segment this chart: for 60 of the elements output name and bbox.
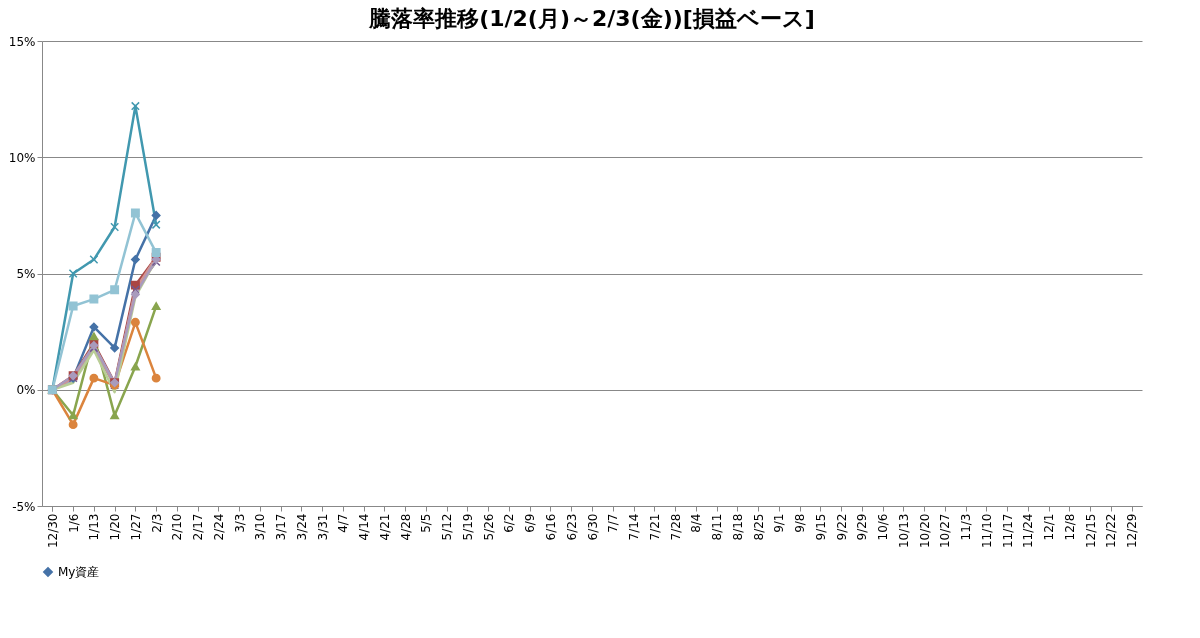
- x-tick-label: 11/10: [979, 513, 994, 549]
- x-tick-label: 9/8: [793, 513, 808, 533]
- x-tick-label: 8/4: [689, 513, 704, 533]
- x-tick-label: 12/15: [1083, 513, 1098, 549]
- x-tick-label: 9/1: [772, 513, 787, 533]
- x-tick-label: 10/27: [938, 513, 953, 549]
- x-tick-label: 4/28: [398, 513, 413, 541]
- x-tick-label: 1/6: [66, 513, 81, 533]
- x-tick-label: 3/24: [294, 513, 309, 541]
- x-tick-label: 2/10: [170, 513, 185, 541]
- x-tick-label: 6/2: [502, 513, 517, 533]
- x-tick-label: 8/11: [710, 513, 725, 541]
- x-tick-label: 6/30: [585, 513, 600, 541]
- x-tick-label: 11/24: [1021, 513, 1036, 549]
- y-tick-label: 10%: [8, 150, 36, 165]
- x-tick-label: 3/31: [315, 513, 330, 541]
- x-tick-label: 5/19: [460, 513, 475, 541]
- x-tick-label: 12/30: [45, 513, 60, 549]
- x-tick-label: 9/15: [813, 513, 828, 541]
- x-tick-label: 7/14: [627, 513, 642, 541]
- x-tick-label: 5/5: [419, 513, 434, 533]
- x-tick-label: 3/3: [232, 513, 247, 533]
- x-tick-label: 2/17: [191, 513, 206, 541]
- y-tick-label: 5%: [16, 267, 36, 281]
- x-tick-label: 8/25: [751, 513, 766, 541]
- x-tick-label: 4/7: [336, 513, 351, 533]
- x-tick-label: 12/8: [1062, 513, 1077, 541]
- x-tick-label: 7/21: [647, 513, 662, 541]
- y-tick-label: 0%: [16, 383, 36, 398]
- x-tick-label: 6/23: [564, 513, 579, 541]
- x-tick-label: 12/1: [1042, 513, 1057, 541]
- x-tick-label: 10/13: [896, 513, 911, 549]
- x-tick-label: 1/13: [87, 513, 102, 541]
- x-tick-label: 9/22: [834, 513, 849, 541]
- x-tick-label: 2/3: [149, 513, 164, 533]
- x-tick-label: 3/17: [274, 513, 289, 541]
- x-tick-label: 5/12: [440, 513, 455, 541]
- x-tick-label: 5/26: [481, 513, 496, 541]
- y-tick-label: 15%: [8, 34, 36, 49]
- x-tick-label: 6/9: [523, 513, 538, 533]
- x-tick-label: 10/20: [917, 513, 932, 549]
- x-tick-label: 10/6: [876, 513, 891, 541]
- x-tick-label: 6/16: [543, 513, 558, 541]
- legend-label: My資産: [58, 565, 100, 579]
- x-tick-label: 11/17: [1000, 513, 1015, 549]
- x-tick-label: 11/3: [959, 513, 974, 541]
- x-tick-label: 9/29: [855, 513, 870, 541]
- x-tick-label: 4/14: [357, 513, 372, 541]
- y-tick-label: -5%: [12, 499, 36, 514]
- chart-title: 騰落率推移(1/2(月)～2/3(金))[損益ベース]: [368, 6, 815, 31]
- x-tick-label: 4/21: [377, 513, 392, 541]
- x-tick-label: 1/20: [108, 513, 123, 541]
- x-tick-label: 3/10: [253, 513, 268, 541]
- x-tick-label: 12/22: [1104, 513, 1119, 549]
- x-tick-label: 8/18: [730, 513, 745, 541]
- x-tick-label: 1/27: [128, 513, 143, 541]
- x-tick-label: 7/28: [668, 513, 683, 541]
- x-tick-label: 7/7: [606, 513, 621, 533]
- x-tick-label: 2/24: [211, 513, 226, 541]
- x-tick-label: 12/29: [1125, 513, 1140, 549]
